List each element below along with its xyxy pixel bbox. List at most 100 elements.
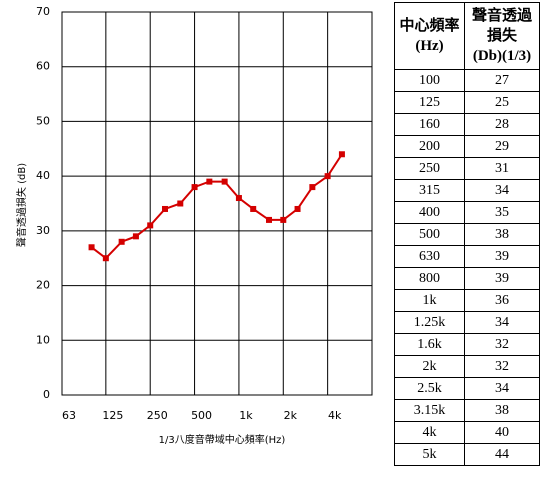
table-cell: 125 — [394, 91, 465, 114]
y-tick-label: 40 — [36, 169, 50, 182]
table-cell: 31 — [464, 157, 540, 180]
table-cell: 39 — [464, 267, 540, 290]
data-point — [309, 184, 316, 191]
table-cell: 36 — [464, 289, 540, 312]
table-cell: 25 — [464, 91, 540, 114]
table-cell: 38 — [464, 399, 540, 422]
table-cell: 3.15k — [394, 399, 465, 422]
y-axis-label: 聲音透過損失 (dB) — [15, 163, 28, 247]
data-point — [221, 178, 228, 185]
table-cell: 5k — [394, 443, 465, 466]
data-table: 中心頻率 (Hz) 聲音透過損失 (Db)(1/3) 100 27 125 25 160 28 20… — [394, 2, 540, 466]
table-cell: 27 — [464, 69, 540, 92]
table-row: 125 25 — [394, 91, 540, 114]
data-point — [161, 205, 168, 212]
data-point — [88, 244, 95, 251]
x-tick-label: 63 — [62, 409, 76, 422]
data-point — [266, 216, 273, 223]
data-point — [324, 173, 331, 180]
table-row: 4k 40 — [394, 421, 540, 444]
table-cell: 1k — [394, 289, 465, 312]
table-row: 400 35 — [394, 201, 540, 224]
table-cell: 35 — [464, 201, 540, 224]
table-row: 2.5k 34 — [394, 377, 540, 400]
y-tick-label: 70 — [36, 5, 50, 18]
data-point — [191, 184, 198, 191]
data-point — [338, 151, 345, 158]
table-cell: 29 — [464, 135, 540, 158]
header-row: 中心頻率 (Hz) 聲音透過損失 (Db)(1/3) — [394, 2, 540, 70]
header-text: (Db)(1/3) — [472, 48, 532, 64]
table-row: 100 27 — [394, 69, 540, 92]
table-row: 160 28 — [394, 113, 540, 136]
table-cell: 44 — [464, 443, 540, 466]
table-cell: 630 — [394, 245, 465, 268]
header-text: 中心頻率 — [399, 18, 460, 34]
x-tick-label: 2k — [284, 409, 298, 422]
data-point — [118, 238, 125, 245]
table-row: 800 39 — [394, 267, 540, 290]
header-cell: 聲音透過損失 (Db)(1/3) — [464, 2, 540, 70]
table-cell: 800 — [394, 267, 465, 290]
y-tick-label: 50 — [36, 114, 50, 127]
header-text: 損失 — [486, 28, 517, 44]
table-row: 5k 44 — [394, 443, 540, 466]
table-cell: 1.25k — [394, 311, 465, 334]
table-row: 500 38 — [394, 223, 540, 246]
table-cell: 4k — [394, 421, 465, 444]
data-point — [294, 205, 301, 212]
table-cell: 32 — [464, 333, 540, 356]
data-point — [280, 216, 287, 223]
table-cell: 34 — [464, 311, 540, 334]
x-tick-label: 4k — [328, 409, 342, 422]
table-cell: 40 — [464, 421, 540, 444]
x-tick-label: 125 — [102, 409, 123, 422]
table-cell: 2.5k — [394, 377, 465, 400]
x-tick-label: 1k — [239, 409, 253, 422]
table-row: 1.6k 32 — [394, 333, 540, 356]
table-row: 315 34 — [394, 179, 540, 202]
y-tick-label: 10 — [36, 333, 50, 346]
data-line — [90, 153, 343, 260]
table-cell: 38 — [464, 223, 540, 246]
table-cell: 2k — [394, 355, 465, 378]
chart: 聲音透過損失 (dB) 1/3八度音帶域中心頻率(Hz) 0 10 20 30 40 50… — [15, 5, 373, 446]
table-row: 1k 36 — [394, 289, 540, 312]
y-tick-label: 0 — [43, 388, 50, 401]
table-row: 3.15k 38 — [394, 399, 540, 422]
y-tick-label: 60 — [36, 60, 50, 73]
plot-area — [61, 11, 373, 396]
data-point — [235, 195, 242, 202]
table-cell: 28 — [464, 113, 540, 136]
x-axis-label: 1/3八度音帶域中心頻率(Hz) — [159, 433, 286, 446]
table-cell: 32 — [464, 355, 540, 378]
table-cell: 34 — [464, 377, 540, 400]
table-row: 250 31 — [394, 157, 540, 180]
table-cell: 200 — [394, 135, 465, 158]
table-cell: 100 — [394, 69, 465, 92]
table-cell: 34 — [464, 179, 540, 202]
y-tick-label: 20 — [36, 279, 50, 292]
data-point — [177, 200, 184, 207]
table-row: 630 39 — [394, 245, 540, 268]
x-tick-label: 250 — [147, 409, 168, 422]
y-tick-label: 30 — [36, 224, 50, 237]
data-point — [147, 222, 154, 229]
table-cell: 500 — [394, 223, 465, 246]
table-cell: 250 — [394, 157, 465, 180]
table-cell: 1.6k — [394, 333, 465, 356]
data-point — [206, 178, 213, 185]
header-text: (Hz) — [415, 38, 444, 54]
data-point — [132, 233, 139, 240]
data-point — [250, 205, 257, 212]
header-cell: 中心頻率 (Hz) — [394, 2, 465, 70]
table-cell: 315 — [394, 179, 465, 202]
table-row: 200 29 — [394, 135, 540, 158]
table-cell: 160 — [394, 113, 465, 136]
table-row: 1.25k 34 — [394, 311, 540, 334]
header-text: 聲音透過 — [471, 8, 532, 24]
x-tick-label: 500 — [191, 409, 212, 422]
table-cell: 400 — [394, 201, 465, 224]
data-point — [102, 255, 109, 262]
